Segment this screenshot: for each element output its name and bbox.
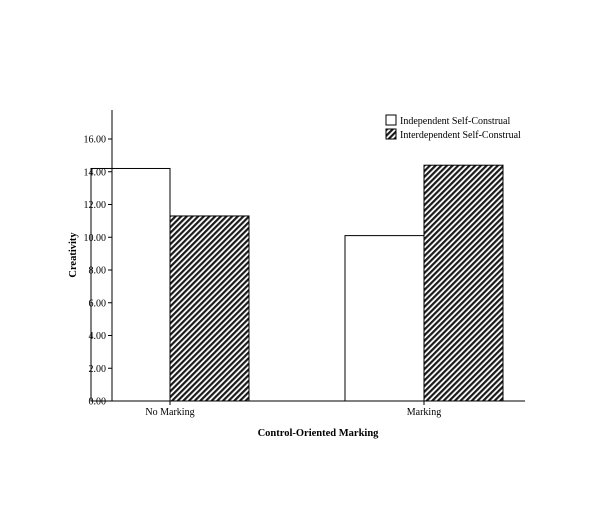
bar-interdependent-marking — [423, 164, 504, 402]
y-tick-label: 14.00 — [84, 167, 107, 178]
y-tick-label: 10.00 — [84, 233, 107, 244]
legend-swatch — [385, 128, 397, 140]
legend-label: Interdependent Self-Construal — [400, 130, 521, 141]
y-tick-label: 12.00 — [84, 200, 107, 211]
legend-label: Independent Self-Construal — [400, 116, 510, 127]
x-axis-title: Control-Oriented Marking — [258, 428, 380, 439]
x-tick-label: No Marking — [145, 407, 194, 418]
x-axis: No Marking Marking — [112, 400, 525, 418]
y-axis: 0.00 2.00 4.00 6.00 8.00 10.00 12.00 14.00 16.00 — [84, 110, 113, 408]
bar-interdependent-no-marking — [169, 215, 250, 402]
bar-independent-no-marking — [90, 167, 171, 402]
y-tick-label: 16.00 — [84, 135, 107, 146]
legend-swatch — [385, 114, 397, 126]
x-tick-label: Marking — [407, 407, 441, 418]
y-tick-label: 4.00 — [89, 331, 107, 342]
y-tick-label: 8.00 — [89, 266, 107, 277]
y-tick-label: 2.00 — [89, 364, 107, 375]
bar-independent-marking — [344, 235, 425, 402]
y-tick-label: 6.00 — [89, 298, 107, 309]
plot-area — [90, 164, 504, 402]
y-tick-label: 0.00 — [89, 397, 107, 408]
legend: Independent Self-Construal Interdependent… — [385, 114, 521, 141]
y-axis-title: Creativity — [68, 232, 79, 278]
